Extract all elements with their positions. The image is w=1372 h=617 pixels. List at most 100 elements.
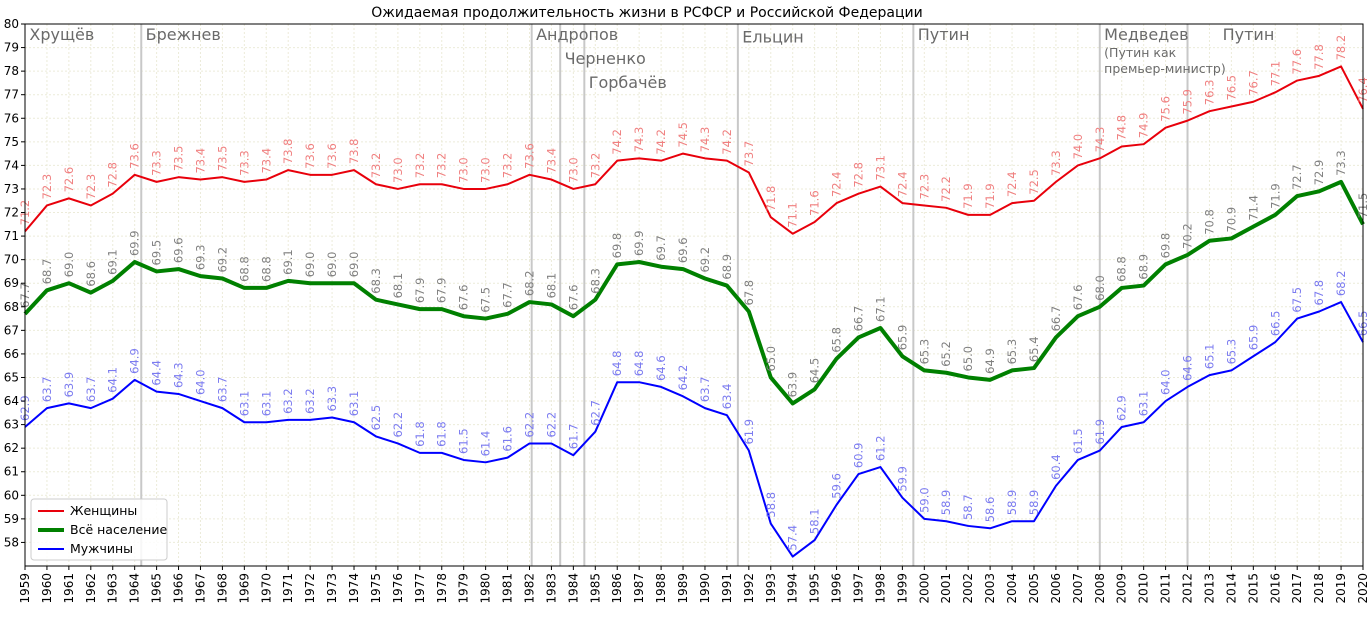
data-label: 73.4	[259, 148, 273, 174]
y-tick-label: 60	[4, 488, 19, 502]
grid	[24, 23, 1364, 567]
x-tick-label: 2004	[1005, 573, 1019, 604]
data-label: 61.6	[501, 426, 515, 452]
data-label: 68.7	[40, 259, 54, 285]
data-label: 73.2	[435, 153, 449, 179]
x-tick-label: 1996	[830, 573, 844, 604]
x-tick-label: 1975	[369, 573, 383, 604]
x-tick-label: 1963	[106, 573, 120, 604]
x-tick-label: 1986	[610, 573, 624, 604]
leader-label: Черненко	[565, 49, 646, 68]
data-label: 74.2	[654, 129, 668, 155]
x-tick-label: 1966	[172, 573, 186, 604]
data-label: 61.4	[479, 431, 493, 457]
y-tick-label: 71	[4, 229, 19, 243]
data-label: 72.6	[62, 167, 76, 193]
data-label: 75.9	[1181, 89, 1195, 115]
data-label: 74.3	[632, 127, 646, 153]
y-tick-label: 67	[4, 323, 19, 337]
data-label: 69.2	[215, 247, 229, 273]
y-tick-label: 76	[4, 111, 19, 125]
x-tick-label: 2013	[1202, 573, 1216, 604]
data-label: 59.0	[917, 487, 931, 513]
x-tick-label: 2008	[1093, 573, 1107, 604]
y-tick-label: 58	[4, 535, 19, 549]
leader-label: Брежнев	[146, 25, 221, 44]
x-tick-label: 2018	[1312, 573, 1326, 604]
data-label: 67.1	[873, 296, 887, 322]
data-label: 73.6	[325, 143, 339, 169]
data-label: 61.9	[1093, 419, 1107, 445]
data-label: 68.8	[237, 256, 251, 282]
data-label: 72.5	[1027, 169, 1041, 195]
data-label: 67.6	[566, 285, 580, 311]
data-label: 63.7	[215, 377, 229, 403]
data-label: 57.4	[786, 525, 800, 551]
leader-annotation: (Путин как	[1104, 45, 1176, 60]
data-label: 64.5	[808, 358, 822, 384]
data-label: 58.7	[961, 494, 975, 520]
data-label: 61.8	[413, 421, 427, 447]
data-label: 74.9	[1137, 113, 1151, 139]
data-label: 73.6	[128, 143, 142, 169]
data-label: 68.6	[84, 261, 98, 287]
leader-labels: Хрущёв Брежнев Андропов Черненко Горбачёв Ель…	[29, 25, 1274, 92]
data-label: 75.6	[1159, 96, 1173, 122]
data-label: 67.5	[1290, 287, 1304, 313]
data-label: 64.6	[654, 355, 668, 381]
data-label: 68.9	[1137, 254, 1151, 280]
data-label: 62.2	[391, 412, 405, 438]
data-label: 73.2	[588, 153, 602, 179]
data-label: 69.9	[128, 230, 142, 256]
x-tick-label: 1959	[18, 573, 32, 604]
data-label: 68.9	[720, 254, 734, 280]
data-label: 60.4	[1049, 454, 1063, 480]
legend-label-women: Женщины	[70, 503, 137, 518]
data-label: 72.3	[40, 174, 54, 200]
x-tick-label: 1976	[391, 573, 405, 604]
data-label: 71.6	[808, 190, 822, 216]
data-label: 63.2	[303, 388, 317, 414]
data-label: 60.9	[852, 442, 866, 468]
series-line-0	[24, 65, 1364, 235]
data-label: 73.0	[457, 157, 471, 183]
x-tick-label: 1969	[237, 573, 251, 604]
data-label: 63.3	[325, 386, 339, 412]
data-label: 69.0	[325, 252, 339, 278]
x-tick-label: 1962	[84, 573, 98, 604]
data-label: 73.8	[347, 138, 361, 164]
data-label: 73.3	[1334, 150, 1348, 176]
data-label: 69.6	[676, 237, 690, 263]
data-label: 62.9	[1115, 395, 1129, 421]
data-label: 73.7	[742, 141, 756, 167]
data-label: 59.9	[895, 466, 909, 492]
data-label: 71.9	[983, 183, 997, 209]
data-label: 73.3	[150, 150, 164, 176]
data-label: 61.8	[435, 421, 449, 447]
x-tick-label: 1967	[193, 573, 207, 604]
data-label: 64.3	[172, 362, 186, 388]
x-tick-label: 1977	[413, 573, 427, 604]
data-label: 69.8	[1159, 233, 1173, 259]
data-label: 64.9	[128, 348, 142, 374]
x-tick-label: 2015	[1246, 573, 1260, 604]
data-label: 72.8	[106, 162, 120, 188]
data-label: 65.3	[917, 339, 931, 365]
data-label: 72.2	[939, 176, 953, 202]
y-tick-label: 69	[4, 276, 19, 290]
data-label: 68.8	[1115, 256, 1129, 282]
data-label: 67.8	[742, 280, 756, 306]
y-axis-ticks: 58 59 60 61 62 63 64 65 66 67 68 69 70 71 72 73 74 75 76 77…	[4, 17, 25, 549]
data-label: 68.1	[544, 273, 558, 299]
x-tick-label: 2005	[1027, 573, 1041, 604]
x-tick-label: 1961	[62, 573, 76, 604]
x-tick-label: 2002	[961, 573, 975, 604]
data-label: 72.4	[895, 171, 909, 197]
data-label: 68.3	[369, 268, 383, 294]
data-label: 67.5	[479, 287, 493, 313]
x-tick-label: 1995	[808, 573, 822, 604]
data-label: 67.7	[501, 282, 515, 308]
data-label: 61.5	[1071, 428, 1085, 454]
leader-label: Хрущёв	[29, 25, 94, 44]
data-label: 77.6	[1290, 49, 1304, 75]
